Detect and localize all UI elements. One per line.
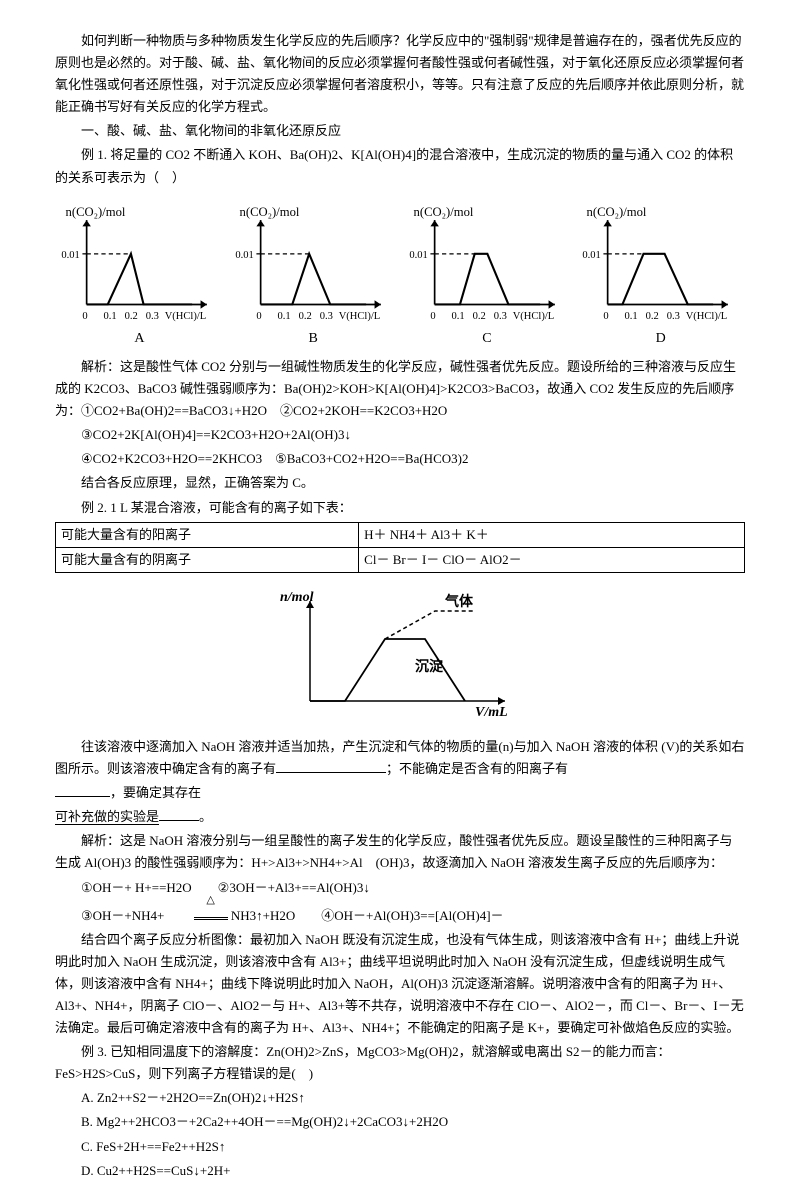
chart-option-a: n(CO₂)/mol 0.01 0 0.1 0.2 0.3 V(HCl)/L A xyxy=(55,199,224,351)
ion-table: 可能大量含有的阳离子 H＋ NH4＋ Al3＋ K＋ 可能大量含有的阴离子 Cl… xyxy=(55,522,745,573)
q2-line2: ，要确定其存在 xyxy=(55,782,745,804)
section-heading: 一、酸、碱、盐、氧化物间的非氧化还原反应 xyxy=(55,120,745,142)
q2-line3: 可补充做的实验是 。 xyxy=(55,806,745,828)
svg-text:V/mL: V/mL xyxy=(475,705,508,720)
x-axis-label: V(HCl)/L xyxy=(165,311,207,322)
cation-label: 可能大量含有的阳离子 xyxy=(56,522,359,547)
anion-list: Cl－ Br－ I－ ClO－ AlO2－ xyxy=(359,547,745,572)
chart-option-b: n(CO₂)/mol 0.01 0 0.1 0.2 0.3 V(HCl)/L B xyxy=(229,199,398,351)
svg-text:0.2: 0.2 xyxy=(125,311,138,322)
svg-text:n/mol: n/mol xyxy=(280,590,314,605)
cation-list: H＋ NH4＋ Al3＋ K＋ xyxy=(359,522,745,547)
option-d: D. Cu2++H2S==CuS↓+2H+ xyxy=(55,1160,745,1182)
eq3-right: NH3↑+H2O ④OH－+Al(OH)3==[Al(OH)4]－ xyxy=(228,908,504,923)
svg-text:0.1: 0.1 xyxy=(277,311,290,322)
svg-text:气体: 气体 xyxy=(444,593,474,610)
analysis1-p2: 结合各反应原理，显然，正确答案为 C。 xyxy=(55,472,745,494)
svg-text:0.2: 0.2 xyxy=(298,311,311,322)
svg-text:n(CO₂)/mol: n(CO₂)/mol xyxy=(587,205,647,219)
svg-text:V(HCl)/L: V(HCl)/L xyxy=(512,311,554,322)
chart-d-svg: n(CO₂)/mol 0.01 0 0.1 0.2 0.3 V(HCl)/L xyxy=(576,199,745,326)
example3-p1: 例 3. 已知相同温度下的溶解度：Zn(OH)2>ZnS，MgCO3>Mg(OH… xyxy=(55,1041,745,1085)
blank-1 xyxy=(276,760,386,773)
svg-text:0.01: 0.01 xyxy=(583,250,601,261)
svg-text:0.01: 0.01 xyxy=(235,250,253,261)
svg-text:0.3: 0.3 xyxy=(319,311,332,322)
q2-line1: 往该溶液中逐滴加入 NaOH 溶液并适当加热，产生沉淀和气体的物质的量(n)与加… xyxy=(55,736,745,780)
analysis1-p1: 解析：这是酸性气体 CO2 分别与一组碱性物质发生的化学反应，碱性强者优先反应。… xyxy=(55,356,745,422)
svg-text:0.1: 0.1 xyxy=(104,311,117,322)
svg-text:0.3: 0.3 xyxy=(146,311,159,322)
analysis1-eq4: ④CO2+K2CO3+H2O==2KHCO3 ⑤BaCO3+CO2+H2O==B… xyxy=(55,448,745,470)
svg-text:0.3: 0.3 xyxy=(667,311,680,322)
graph2-container: n/mol V/mL 气体 沉淀 xyxy=(55,581,745,728)
table-row: 可能大量含有的阴离子 Cl－ Br－ I－ ClO－ AlO2－ xyxy=(56,547,745,572)
analysis2-p1: 解析：这是 NaOH 溶液分别与一组呈酸性的离子发生的化学反应，酸性强者优先反应… xyxy=(55,830,745,874)
svg-text:0: 0 xyxy=(604,311,609,322)
chart-option-d: n(CO₂)/mol 0.01 0 0.1 0.2 0.3 V(HCl)/L D xyxy=(576,199,745,351)
chart-label-a: A xyxy=(134,327,144,351)
q2-text-1b: ；不能确定是否含有的阳离子有 xyxy=(386,761,568,776)
anion-label: 可能大量含有的阴离子 xyxy=(56,547,359,572)
analysis1-eq3: ③CO2+2K[Al(OH)4]==K2CO3+H2O+2Al(OH)3↓ xyxy=(55,424,745,446)
example2-title: 例 2. 1 L 某混合溶液，可能含有的离子如下表： xyxy=(55,497,745,519)
svg-text:n(CO₂)/mol: n(CO₂)/mol xyxy=(239,205,299,219)
svg-text:0.1: 0.1 xyxy=(625,311,638,322)
heat-symbol: △ xyxy=(168,905,228,927)
eq3-left: ③OH－+NH4+ xyxy=(81,908,168,923)
chart-label-b: B xyxy=(308,327,317,351)
chart-label-c: C xyxy=(482,327,491,351)
chart-option-c: n(CO₂)/mol 0.01 0 0.1 0.2 0.3 V(HCl)/L C xyxy=(403,199,572,351)
chart-options-row: n(CO₂)/mol 0.01 0 0.1 0.2 0.3 V(HCl)/L A… xyxy=(55,199,745,351)
blank-2 xyxy=(55,784,110,797)
svg-text:0.2: 0.2 xyxy=(472,311,485,322)
q2-text-2b: 可补充做的实验是 xyxy=(55,809,159,825)
chart-c-svg: n(CO₂)/mol 0.01 0 0.1 0.2 0.3 V(HCl)/L xyxy=(403,199,572,326)
graph2-svg: n/mol V/mL 气体 沉淀 xyxy=(270,581,530,721)
y-axis-label: n(CO₂)/mol xyxy=(66,205,126,219)
analysis2-p2: 结合四个离子反应分析图像：最初加入 NaOH 既没有沉淀生成，也没有气体生成，则… xyxy=(55,929,745,1039)
table-row: 可能大量含有的阳离子 H＋ NH4＋ Al3＋ K＋ xyxy=(56,522,745,547)
svg-text:0.01: 0.01 xyxy=(409,250,427,261)
q2-text-2a: ，要确定其存在 xyxy=(110,785,201,800)
svg-text:0.2: 0.2 xyxy=(646,311,659,322)
svg-text:0: 0 xyxy=(82,311,87,322)
option-c: C. FeS+2H+==Fe2++H2S↑ xyxy=(55,1136,745,1158)
svg-text:V(HCl)/L: V(HCl)/L xyxy=(338,311,380,322)
svg-text:V(HCl)/L: V(HCl)/L xyxy=(686,311,728,322)
svg-text:n(CO₂)/mol: n(CO₂)/mol xyxy=(413,205,473,219)
svg-text:0: 0 xyxy=(430,311,435,322)
option-a: A. Zn2++S2－+2H2O==Zn(OH)2↓+H2S↑ xyxy=(55,1087,745,1109)
chart-a-svg: n(CO₂)/mol 0.01 0 0.1 0.2 0.3 V(HCl)/L xyxy=(55,199,224,326)
svg-text:0.3: 0.3 xyxy=(493,311,506,322)
option-b: B. Mg2++2HCO3－+2Ca2++4OH－==Mg(OH)2↓+2CaC… xyxy=(55,1111,745,1133)
svg-text:0: 0 xyxy=(256,311,261,322)
example1-text: 例 1. 将足量的 CO2 不断通入 KOH、Ba(OH)2、K[Al(OH)4… xyxy=(55,144,745,188)
analysis2-eq1: ①OH－+ H+==H2O ②3OH－+Al3+==Al(OH)3↓ xyxy=(55,877,745,899)
chart-b-svg: n(CO₂)/mol 0.01 0 0.1 0.2 0.3 V(HCl)/L xyxy=(229,199,398,326)
svg-text:0.01: 0.01 xyxy=(61,250,79,261)
svg-text:沉淀: 沉淀 xyxy=(415,658,444,675)
q2-text-2c: 。 xyxy=(199,809,212,824)
analysis2-eq3: ③OH－+NH4+ △ NH3↑+H2O ④OH－+Al(OH)3==[Al(O… xyxy=(55,905,745,927)
chart-label-d: D xyxy=(656,327,666,351)
svg-text:0.1: 0.1 xyxy=(451,311,464,322)
intro-paragraph: 如何判断一种物质与多种物质发生化学反应的先后顺序？化学反应中的"强制弱"规律是普… xyxy=(55,30,745,118)
blank-3 xyxy=(159,808,199,821)
